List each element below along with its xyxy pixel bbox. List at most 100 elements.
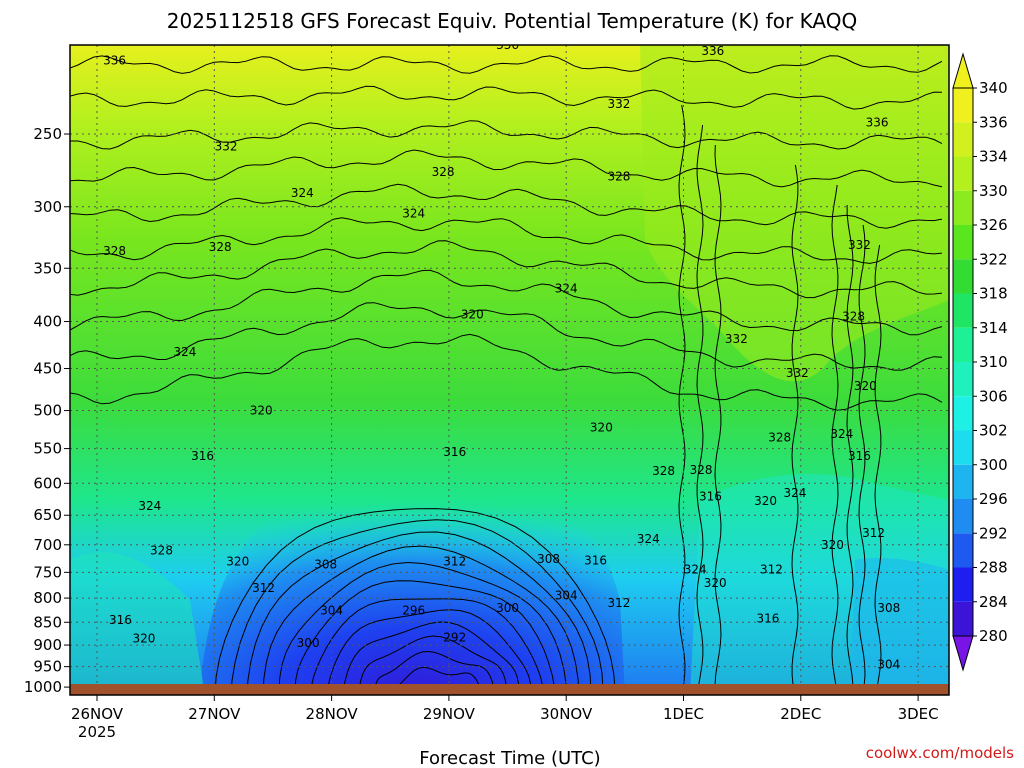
x-tick-label: 26NOV	[71, 705, 124, 723]
x-axis-label: Forecast Time (UTC)	[419, 748, 600, 768]
contour-value-label: 316	[443, 445, 466, 459]
contour-value-label: 316	[699, 489, 722, 503]
contour-value-label: 312	[760, 563, 783, 577]
colorbar-tick-label: 336	[979, 113, 1008, 131]
x-axis: 26NOV 27NOV 28NOV 29NOV 30NOV 1DEC 2DEC 3DEC	[71, 695, 939, 723]
contour-line	[858, 224, 866, 695]
chart-title: 2025112518 GFS Forecast Equiv. Potential…	[167, 9, 857, 33]
contour-line	[70, 217, 943, 264]
contour-line	[714, 144, 722, 695]
contour-value-label: 324	[138, 499, 161, 513]
y-tick-label: 800	[33, 589, 62, 607]
colorbar-tick-label: 326	[979, 216, 1008, 234]
contour-value-label: 324	[637, 532, 660, 546]
contour-value-label: 300	[496, 601, 519, 615]
colorbar-swatch	[953, 533, 973, 568]
contour-value-label: 332	[848, 238, 871, 252]
colorbar-tick-label: 284	[979, 593, 1008, 611]
contour-value-label: 328	[768, 431, 791, 445]
y-axis: 250 300 350 400 450 500 550 600 650 700 750 800 850 9…	[24, 125, 70, 696]
contour-value-label: 328	[209, 240, 232, 254]
contour-line	[70, 55, 943, 74]
colorbar-swatch	[953, 567, 973, 602]
contour-value-label: 320	[821, 538, 844, 552]
y-tick-label: 250	[33, 125, 62, 143]
colorbar-tick-label: 296	[979, 490, 1008, 508]
contour-line	[374, 650, 496, 695]
contour-value-label: 336	[701, 44, 724, 58]
contour-value-label: 300	[297, 636, 320, 650]
colorbar-swatch	[953, 362, 973, 397]
contour-value-label: 328	[150, 543, 173, 557]
contour-value-label: 328	[652, 464, 675, 478]
contour-line	[278, 561, 568, 695]
x-tick-label: 28NOV	[306, 705, 359, 723]
contour-value-label: 328	[842, 310, 865, 324]
y-tick-label: 1000	[24, 678, 62, 696]
colorbar-extend-top	[952, 52, 974, 89]
x-tick-label: 27NOV	[188, 705, 241, 723]
colorbar-tick-label: 306	[979, 387, 1008, 405]
contour-value-label: 320	[704, 576, 727, 590]
contour-value-label: 336	[496, 38, 519, 52]
y-tick-label: 400	[33, 313, 62, 331]
contour-value-label: 316	[109, 613, 132, 627]
colorbar-swatch	[953, 327, 973, 362]
contour-value-label: 308	[537, 552, 560, 566]
contour-value-label: 320	[461, 307, 484, 321]
contour-line	[696, 124, 704, 695]
contour-line	[70, 183, 943, 229]
credit-label: coolwx.com/models	[866, 744, 1014, 762]
contour-value-label: 324	[174, 345, 197, 359]
contour-line	[70, 333, 943, 411]
contour-value-label: 324	[402, 206, 425, 220]
colorbar-tick-label: 340	[979, 79, 1008, 97]
contour-value-label: 332	[215, 140, 238, 154]
colorbar-swatch	[953, 122, 973, 157]
y-tick-label: 650	[33, 506, 62, 524]
contour-line	[70, 269, 943, 336]
contour-value-label: 332	[608, 97, 631, 111]
contour-value-label: 296	[402, 603, 425, 617]
contour-value-label: 304	[877, 658, 900, 672]
contour-line	[262, 545, 580, 695]
contour-value-label: 308	[314, 557, 337, 571]
colorbar-tick-label: 292	[979, 524, 1008, 542]
colorbar-swatch	[953, 396, 973, 431]
contour-line	[294, 580, 556, 695]
contour-value-label: 320	[226, 555, 249, 569]
contour-value-label: 332	[725, 332, 748, 346]
contour-value-label: 308	[877, 601, 900, 615]
contour-line	[342, 621, 520, 695]
moist-region-left	[70, 552, 205, 695]
contour-value-label: 292	[443, 630, 466, 644]
plot-frame	[69, 44, 950, 696]
terrain-strip	[70, 684, 949, 695]
contour-line	[70, 85, 943, 110]
contour-lines	[70, 55, 943, 695]
colorbar: 280 284 288 292 296 300 302 306 310 314 318 322 326 3…	[952, 52, 1008, 672]
contour-line	[70, 240, 943, 299]
y-tick-label: 900	[33, 636, 62, 654]
contour-line	[791, 164, 799, 695]
y-tick-label: 600	[33, 474, 62, 492]
contour-value-label: 324	[830, 427, 853, 441]
contour-value-label: 328	[690, 463, 713, 477]
cool-region-right	[850, 558, 949, 695]
colorbar-swatch	[953, 259, 973, 294]
contour-line	[214, 508, 616, 695]
y-tick-label: 350	[33, 259, 62, 277]
contour-line	[874, 244, 882, 695]
contour-value-label: 324	[684, 563, 707, 577]
contour-value-label: 320	[590, 421, 613, 435]
y-tick-label: 450	[33, 360, 62, 378]
contour-value-label: 304	[320, 603, 343, 617]
colorbar-tick-label: 314	[979, 319, 1008, 337]
contour-value-label: 316	[848, 449, 871, 463]
colorbar-swatch	[953, 190, 973, 225]
contour-line	[246, 531, 592, 695]
contour-value-label: 332	[786, 366, 809, 380]
contour-value-label: 320	[132, 631, 155, 645]
